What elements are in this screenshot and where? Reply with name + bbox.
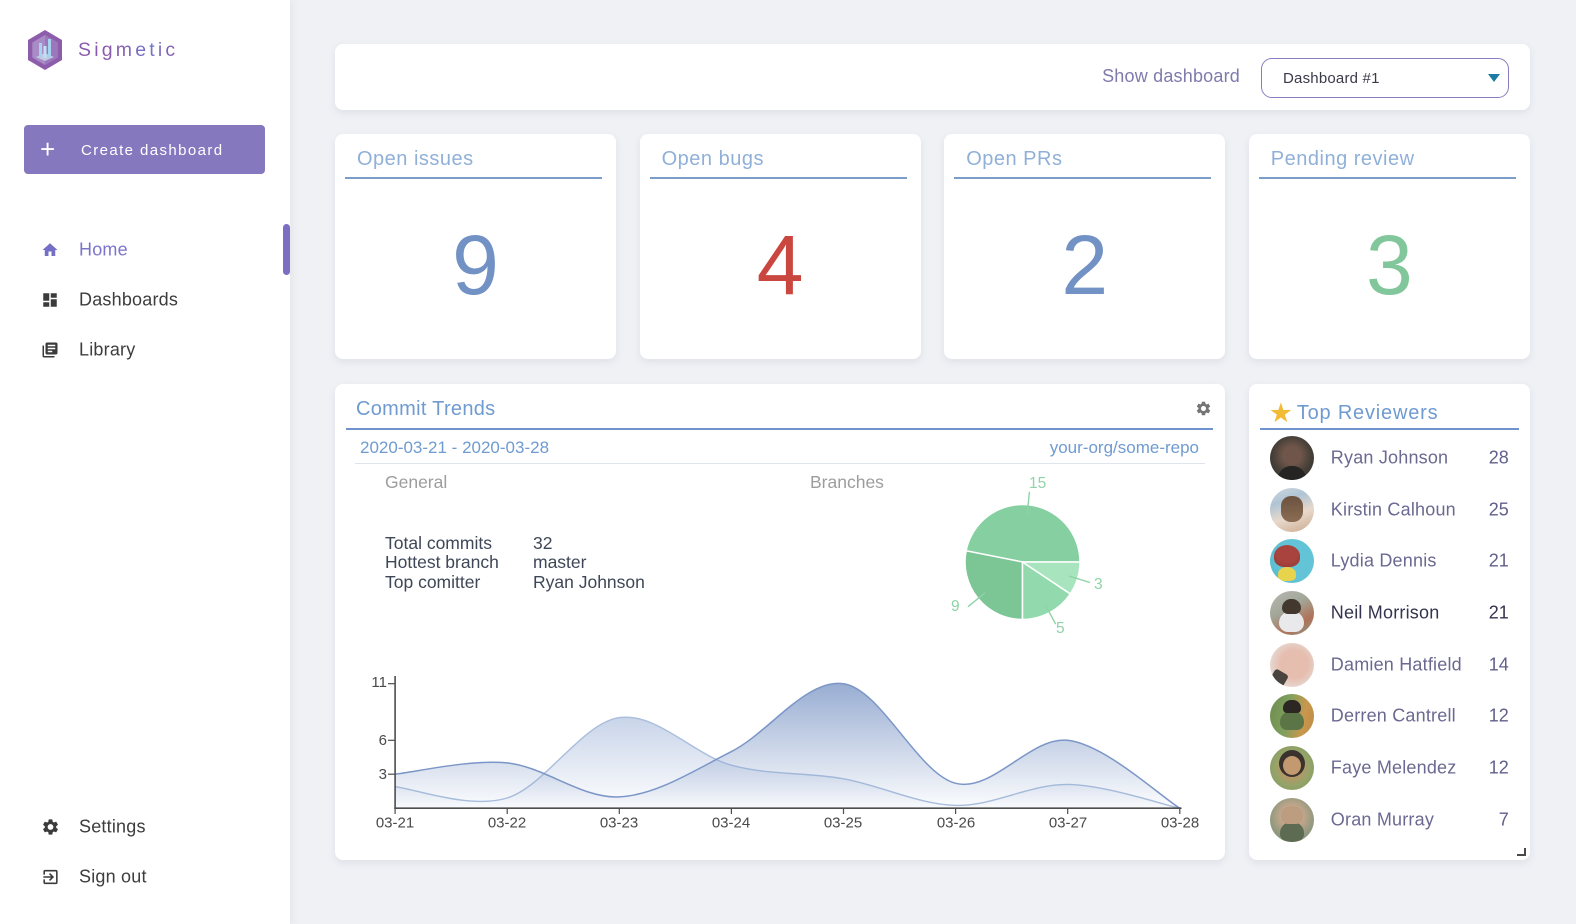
svg-text:6: 6 — [379, 732, 387, 749]
svg-text:3: 3 — [1094, 576, 1103, 593]
svg-text:03-28: 03-28 — [1161, 815, 1199, 832]
svg-text:03-24: 03-24 — [712, 815, 750, 832]
svg-text:3: 3 — [379, 766, 387, 783]
svg-text:15: 15 — [1029, 475, 1046, 492]
svg-text:03-26: 03-26 — [937, 815, 975, 832]
svg-text:03-25: 03-25 — [824, 815, 862, 832]
svg-text:03-23: 03-23 — [600, 815, 638, 832]
svg-text:03-27: 03-27 — [1049, 815, 1087, 832]
svg-text:11: 11 — [371, 674, 387, 691]
svg-text:03-21: 03-21 — [376, 815, 414, 832]
svg-text:9: 9 — [951, 598, 960, 615]
svg-text:03-22: 03-22 — [488, 815, 526, 832]
svg-text:5: 5 — [1056, 620, 1065, 637]
